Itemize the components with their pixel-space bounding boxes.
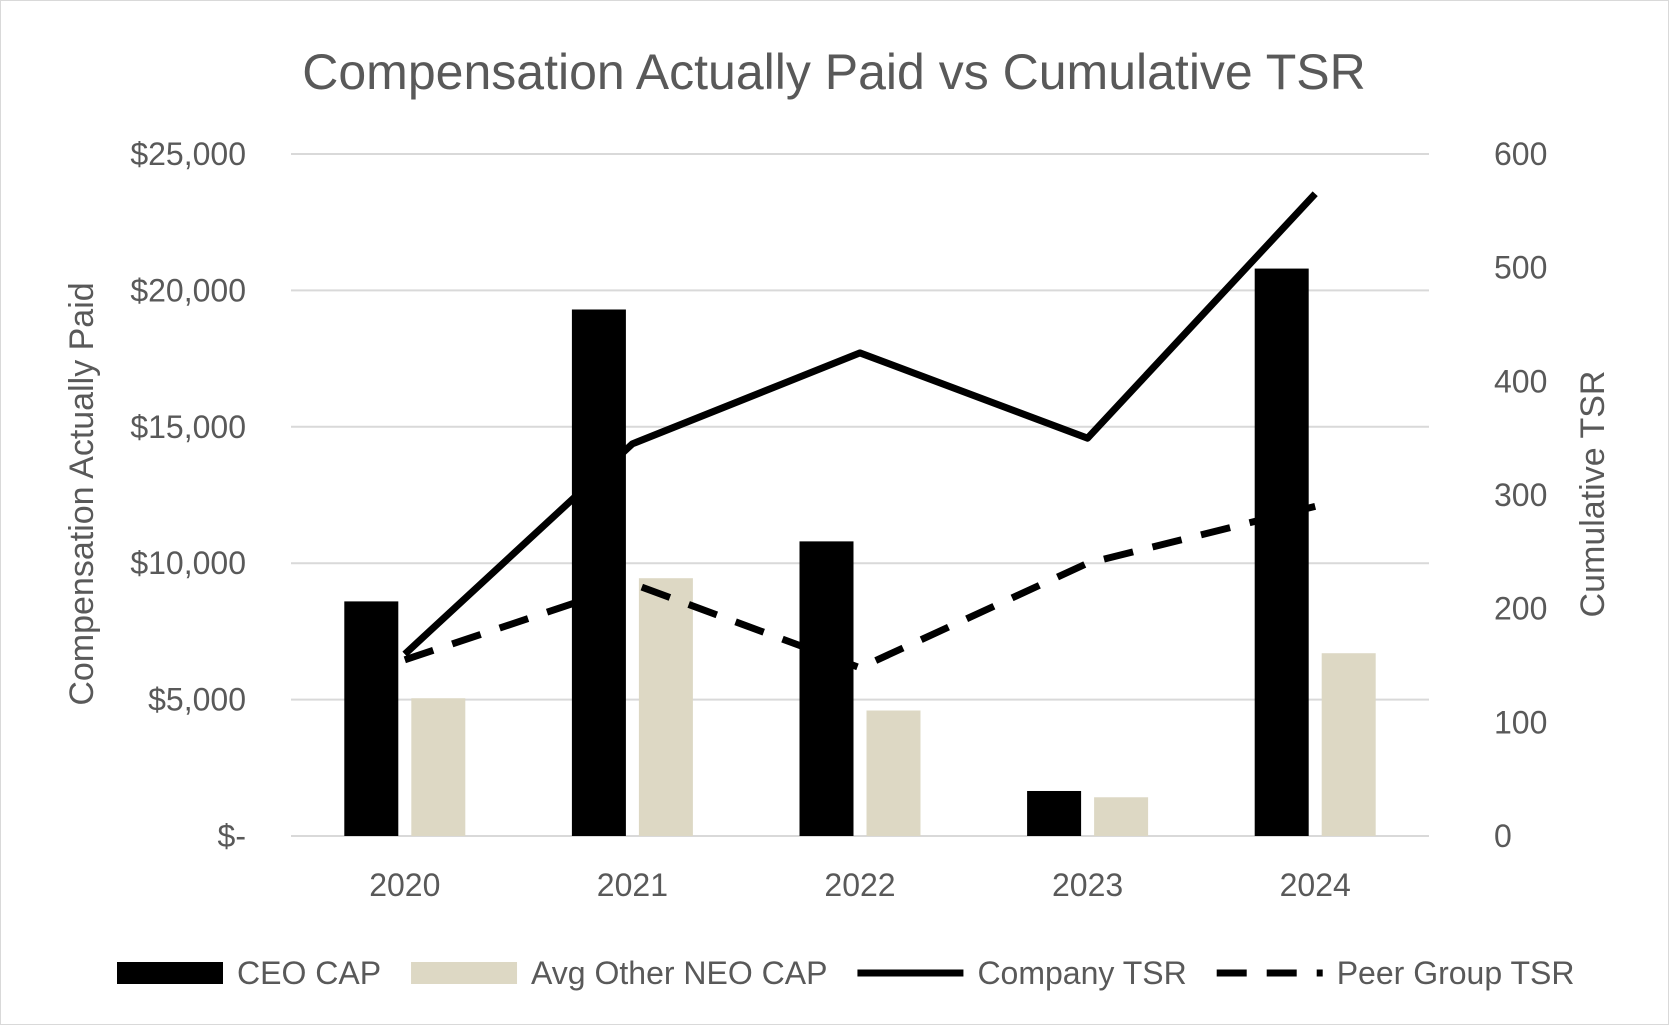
- bar-ceo-cap: [799, 541, 854, 836]
- y2-axis-title: Cumulative TSR: [1574, 371, 1612, 618]
- legend-label: CEO CAP: [237, 955, 381, 991]
- x-tick-label: 2024: [1280, 867, 1351, 903]
- bar-ceo-cap: [571, 309, 626, 837]
- legend-swatch: [411, 962, 518, 984]
- y2-tick-label: 200: [1494, 591, 1547, 627]
- y2-tick-label: 100: [1494, 704, 1547, 740]
- y-tick-label: $20,000: [130, 272, 246, 308]
- y-tick-label: $25,000: [130, 136, 246, 172]
- gridlines: [291, 153, 1429, 837]
- axes: $- $5,000 $10,000 $15,000 $20,000 $25,000 0 100…: [130, 136, 1547, 903]
- y2-tick-label: 600: [1494, 136, 1547, 172]
- y-tick-label: $10,000: [130, 545, 246, 581]
- bar-avg-other-neo-cap: [1094, 797, 1149, 836]
- bar-avg-other-neo-cap: [638, 578, 693, 836]
- bars: [344, 268, 1376, 837]
- x-tick-label: 2021: [597, 867, 668, 903]
- y-tick-label: $5,000: [148, 682, 246, 718]
- legend: CEO CAP Avg Other NEO CAP Company TSR Peer …: [117, 955, 1574, 991]
- y2-tick-label: 0: [1494, 818, 1512, 854]
- bar-avg-other-neo-cap: [866, 710, 921, 836]
- bar-ceo-cap: [344, 601, 399, 836]
- bar-avg-other-neo-cap: [1321, 653, 1376, 836]
- legend-item: Avg Other NEO CAP: [411, 955, 827, 991]
- bar-ceo-cap: [1254, 268, 1309, 836]
- legend-swatch: [117, 962, 223, 984]
- bar-avg-other-neo-cap: [411, 698, 466, 836]
- legend-item: CEO CAP: [117, 955, 381, 991]
- legend-item: Company TSR: [857, 955, 1187, 991]
- y-tick-label: $15,000: [130, 409, 246, 445]
- legend-label: Avg Other NEO CAP: [531, 955, 827, 991]
- legend-label: Peer Group TSR: [1337, 955, 1575, 991]
- y2-tick-label: 300: [1494, 477, 1547, 513]
- legend-item: Peer Group TSR: [1216, 955, 1575, 991]
- y-axis-title: Compensation Actually Paid: [63, 282, 101, 705]
- y2-tick-label: 500: [1494, 250, 1547, 286]
- lines: [402, 191, 1318, 672]
- x-tick-label: 2023: [1052, 867, 1123, 903]
- y-tick-label: $-: [218, 818, 246, 854]
- y2-tick-label: 400: [1494, 363, 1547, 399]
- bar-ceo-cap: [1027, 790, 1082, 836]
- x-tick-label: 2020: [369, 867, 440, 903]
- line-peer-group-tsr: [403, 502, 1317, 672]
- chart-title: Compensation Actually Paid vs Cumulative…: [302, 44, 1365, 100]
- line-company-tsr: [402, 191, 1318, 657]
- x-tick-label: 2022: [824, 867, 895, 903]
- legend-label: Company TSR: [977, 955, 1186, 991]
